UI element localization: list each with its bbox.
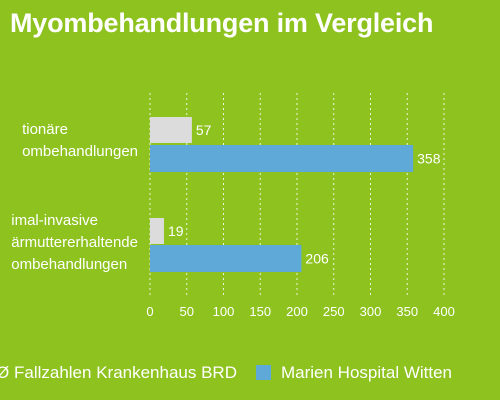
- bar-series-1-category-1: [150, 117, 192, 143]
- legend-label-brd: Ø Fallzahlen Krankenhaus BRD: [0, 363, 237, 382]
- x-tick-label-100: 100: [213, 304, 235, 319]
- x-tick-label-300: 300: [360, 304, 382, 319]
- x-tick-label-400: 400: [433, 304, 455, 319]
- category-label-2: imal-invasive ärmuttererhaltende ombehan…: [11, 210, 138, 276]
- data-label-series-2-category-2: 206: [305, 251, 329, 267]
- x-tick-label-50: 50: [180, 304, 194, 319]
- category-label-2-line-3: ombehandlungen: [11, 256, 128, 273]
- bar-series-2-category-2: [150, 245, 302, 272]
- bar-series-1-category-2: [150, 218, 164, 244]
- category-label-2-line-1: imal-invasive: [11, 212, 98, 229]
- bar-series-2-category-1: [150, 145, 414, 172]
- category-label-1: tionäre ombehandlungen: [22, 119, 138, 163]
- chart-title: Myombehandlungen im Vergleich: [10, 8, 434, 38]
- x-tick-label-250: 250: [323, 304, 345, 319]
- category-label-1-line-2: ombehandlungen: [22, 143, 138, 160]
- x-tick-label-200: 200: [286, 304, 308, 319]
- data-label-series-1-category-1: 57: [196, 122, 212, 138]
- data-label-series-2-category-1: 358: [417, 151, 441, 167]
- data-label-series-1-category-2: 19: [168, 223, 184, 239]
- x-tick-label-150: 150: [249, 304, 271, 319]
- x-tick-label-0: 0: [146, 304, 153, 319]
- legend-label-marien-hospital: Marien Hospital Witten: [281, 363, 453, 382]
- x-tick-label-350: 350: [396, 304, 418, 319]
- category-label-1-line-1: tionäre: [22, 121, 68, 138]
- legend-swatch-marien-hospital: [256, 365, 271, 380]
- category-label-2-line-2: ärmuttererhaltende: [11, 234, 138, 251]
